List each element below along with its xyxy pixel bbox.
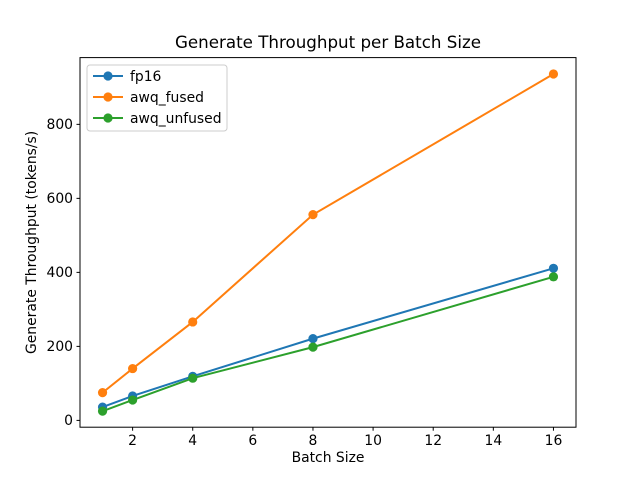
x-axis-label: Batch Size — [292, 450, 365, 466]
data-point-awq_fused-x2 — [128, 363, 138, 374]
x-tick-label: 6 — [248, 433, 257, 449]
x-tick-label: 12 — [424, 433, 442, 449]
data-point-awq_unfused-x8 — [308, 342, 318, 352]
x-tick-label: 8 — [309, 433, 318, 449]
data-point-awq_unfused-x1 — [97, 406, 108, 416]
plot-line-awq_unfused — [101, 275, 555, 413]
y-tick-label: 0 — [64, 413, 73, 429]
legend-label-awq_fused: awq_fused — [130, 90, 204, 106]
data-point-awq_fused-x1 — [97, 388, 108, 398]
y-tick-label: 600 — [46, 191, 73, 207]
data-point-awq_fused-x16 — [548, 69, 559, 79]
data-point-awq_fused-x8 — [308, 210, 318, 220]
y-tick-label: 400 — [46, 265, 73, 281]
legend-marker-fp16 — [103, 71, 113, 81]
data-point-awq_unfused-x2 — [128, 395, 138, 405]
x-tick-label: 14 — [484, 433, 502, 449]
y-tick-label: 200 — [46, 339, 73, 355]
data-point-awq_unfused-x4 — [188, 373, 198, 383]
x-tick-label: 4 — [188, 433, 197, 449]
legend-marker-awq_fused — [103, 92, 113, 102]
y-tick-label: 800 — [46, 117, 73, 133]
data-point-awq_fused-x4 — [188, 317, 198, 327]
data-point-fp16-x16 — [548, 263, 559, 273]
data-point-fp16-x8 — [308, 334, 318, 344]
legend-label-awq_unfused: awq_unfused — [130, 111, 222, 127]
chart-title: Generate Throughput per Batch Size — [175, 32, 481, 52]
x-tick-label: 2 — [128, 433, 137, 449]
x-tick-label: 10 — [364, 433, 382, 449]
legend-box — [86, 64, 228, 132]
x-tick-label: 16 — [545, 433, 563, 449]
axes-frame — [79, 57, 577, 428]
legend-label-fp16: fp16 — [130, 69, 161, 85]
legend-marker-awq_unfused — [103, 113, 113, 123]
y-axis-label: Generate Throughput (tokens/s) — [24, 131, 40, 354]
data-point-awq_unfused-x16 — [548, 272, 559, 282]
